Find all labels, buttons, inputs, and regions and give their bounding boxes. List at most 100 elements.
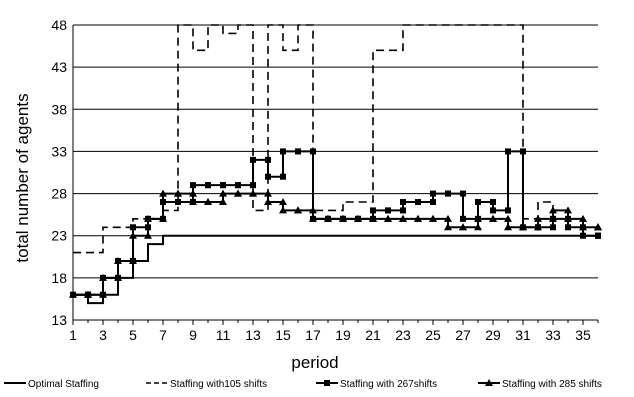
data-point (445, 190, 451, 197)
legend-item-3: Staffing with 267shifts (316, 379, 437, 390)
data-point (264, 198, 272, 205)
x-tick-label: 11 (216, 327, 231, 343)
data-point (99, 290, 107, 298)
data-point (189, 189, 197, 197)
x-tick-label: 17 (305, 327, 321, 343)
data-point (430, 199, 436, 205)
series-line (73, 234, 598, 305)
data-point (460, 215, 466, 222)
series-3 (70, 148, 601, 298)
x-tick-label: 19 (335, 327, 351, 343)
data-point (444, 223, 452, 231)
data-point (159, 189, 167, 197)
legend-marker (485, 379, 493, 386)
data-point (250, 156, 256, 163)
data-point (99, 273, 107, 281)
y-tick-label: 18 (51, 270, 67, 286)
x-tick-label: 27 (455, 327, 471, 343)
data-point (579, 223, 587, 231)
data-point (309, 214, 317, 222)
data-point (84, 290, 92, 298)
legend: Optimal Staffing Staffing with105 shifts S… (4, 379, 602, 390)
y-axis-label: total number of agents (13, 93, 32, 262)
x-tick-label: 35 (575, 327, 591, 343)
data-point (460, 190, 466, 197)
data-point (235, 182, 241, 189)
data-point (505, 148, 511, 155)
data-point (519, 223, 527, 231)
x-tick-label: 25 (425, 327, 441, 343)
x-tick-label: 29 (485, 327, 501, 343)
data-point (144, 231, 152, 239)
x-tick-label: 33 (545, 327, 561, 343)
x-tick-label: 7 (159, 327, 167, 343)
data-point (564, 206, 572, 214)
data-point (204, 198, 212, 205)
legend-label: Optimal Staffing (28, 379, 99, 390)
data-point (504, 223, 512, 231)
y-tick-label: 48 (51, 17, 67, 33)
data-point (129, 257, 137, 264)
data-point (310, 148, 316, 155)
data-point (385, 207, 391, 214)
x-tick-label: 21 (365, 327, 381, 343)
data-point (474, 214, 482, 222)
y-tick-label: 23 (51, 228, 67, 244)
data-point (249, 189, 257, 197)
data-point (430, 190, 436, 197)
x-tick-label: 3 (99, 327, 107, 343)
data-point (594, 223, 602, 231)
legend-item-1: Optimal Staffing (4, 379, 99, 390)
data-point (309, 206, 317, 214)
data-point (429, 214, 437, 222)
data-point (129, 231, 137, 239)
data-point (595, 232, 601, 239)
data-point (264, 189, 272, 197)
x-tick-label: 5 (129, 327, 137, 343)
x-tick-label: 23 (395, 327, 411, 343)
legend-marker (324, 380, 330, 386)
grid-lines (73, 24, 598, 321)
y-tick-label: 28 (51, 186, 67, 202)
data-point (400, 199, 406, 205)
data-point (474, 223, 482, 231)
data-point (489, 214, 497, 222)
data-point (505, 207, 511, 214)
data-point (130, 224, 136, 231)
data-point (579, 214, 587, 222)
legend-item-2: Staffing with105 shifts (146, 379, 267, 390)
y-tick-label: 13 (51, 312, 67, 328)
data-point (189, 198, 197, 205)
legend-label: Staffing with105 shifts (170, 379, 267, 390)
data-point (475, 199, 481, 205)
data-point (265, 156, 271, 163)
data-point (534, 214, 542, 222)
data-point (220, 182, 226, 189)
data-point (384, 214, 392, 222)
data-point (144, 214, 152, 222)
x-tick-label: 1 (69, 327, 77, 343)
x-tick-label: 15 (275, 327, 291, 343)
data-point (234, 189, 242, 197)
data-point (565, 224, 571, 231)
data-point (490, 207, 496, 214)
series-4 (69, 189, 602, 298)
data-point (490, 199, 496, 205)
data-point (114, 257, 122, 264)
data-point (400, 207, 406, 214)
data-point (370, 207, 376, 214)
data-point (250, 182, 256, 189)
data-point (534, 223, 542, 231)
data-point (459, 223, 467, 231)
data-point (190, 182, 196, 189)
data-point (175, 199, 181, 205)
data-point (219, 198, 227, 205)
data-point (265, 173, 271, 180)
y-tick-label: 33 (51, 143, 67, 159)
data-point (205, 182, 211, 189)
data-point (279, 206, 287, 214)
data-point (339, 214, 347, 222)
data-point (159, 214, 167, 222)
